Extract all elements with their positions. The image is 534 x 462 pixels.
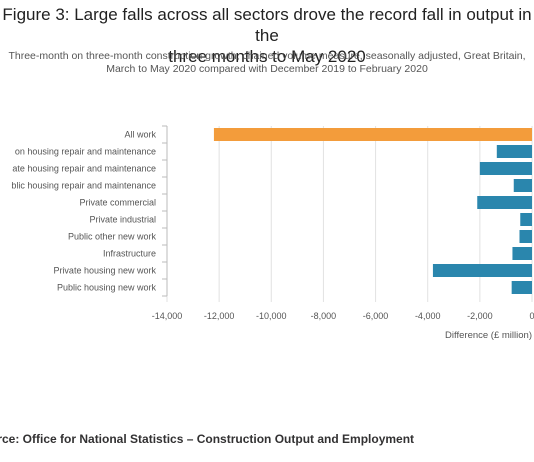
- x-tick-label: -14,000: [152, 311, 183, 321]
- bar: [479, 162, 532, 175]
- bar: [519, 230, 532, 243]
- x-tick-label: 0: [529, 311, 534, 321]
- bar: [477, 196, 532, 209]
- category-label: Infrastructure: [103, 249, 156, 259]
- chart-title-line-2: three months to May 2020: [168, 47, 366, 66]
- x-axis-title: Difference (£ million): [445, 330, 532, 341]
- category-label: Public other new work: [68, 232, 157, 242]
- bar-chart: All work on housing repair and maintenanc…: [11, 125, 534, 341]
- category-label: All work: [124, 130, 156, 140]
- category-labels: All work on housing repair and maintenanc…: [11, 130, 156, 293]
- bar: [513, 179, 532, 192]
- x-tick-label: -12,000: [204, 311, 235, 321]
- category-label: on housing repair and maintenance: [15, 147, 156, 157]
- category-label: Public housing new work: [57, 283, 157, 293]
- x-tick-label: -4,000: [415, 311, 441, 321]
- bar: [520, 213, 532, 226]
- x-tick-label: -6,000: [363, 311, 389, 321]
- x-tick-label: -2,000: [467, 311, 493, 321]
- bar: [496, 145, 532, 158]
- chart-title-line-1: Figure 3: Large falls across all sectors…: [2, 5, 532, 45]
- gridlines: [162, 125, 533, 302]
- bar: [511, 281, 532, 294]
- bar: [432, 264, 532, 277]
- chart-subtitle: Three-month on three-month construction …: [0, 50, 534, 76]
- chart-title: Figure 3: Large falls across all sectors…: [0, 4, 534, 67]
- x-axis-ticks: -14,000 -12,000 -10,000 -8,000 -6,000 -4,000 -…: [152, 311, 534, 321]
- x-tick-label: -10,000: [256, 311, 287, 321]
- category-label: Private industrial: [89, 215, 156, 225]
- chart-subtitle-line-1: Three-month on three-month construction …: [8, 50, 526, 62]
- bars: [213, 128, 532, 294]
- bar: [213, 128, 532, 141]
- category-label: ate housing repair and maintenance: [12, 164, 156, 174]
- chart-subtitle-line-2: March to May 2020 compared with December…: [106, 63, 428, 75]
- category-label: Private commercial: [79, 198, 156, 208]
- bar: [512, 247, 532, 260]
- x-tick-label: -8,000: [311, 311, 337, 321]
- category-label: blic housing repair and maintenance: [11, 181, 156, 191]
- category-label: Private housing new work: [53, 266, 156, 276]
- source-note: urce: Office for National Statistics – C…: [0, 432, 415, 446]
